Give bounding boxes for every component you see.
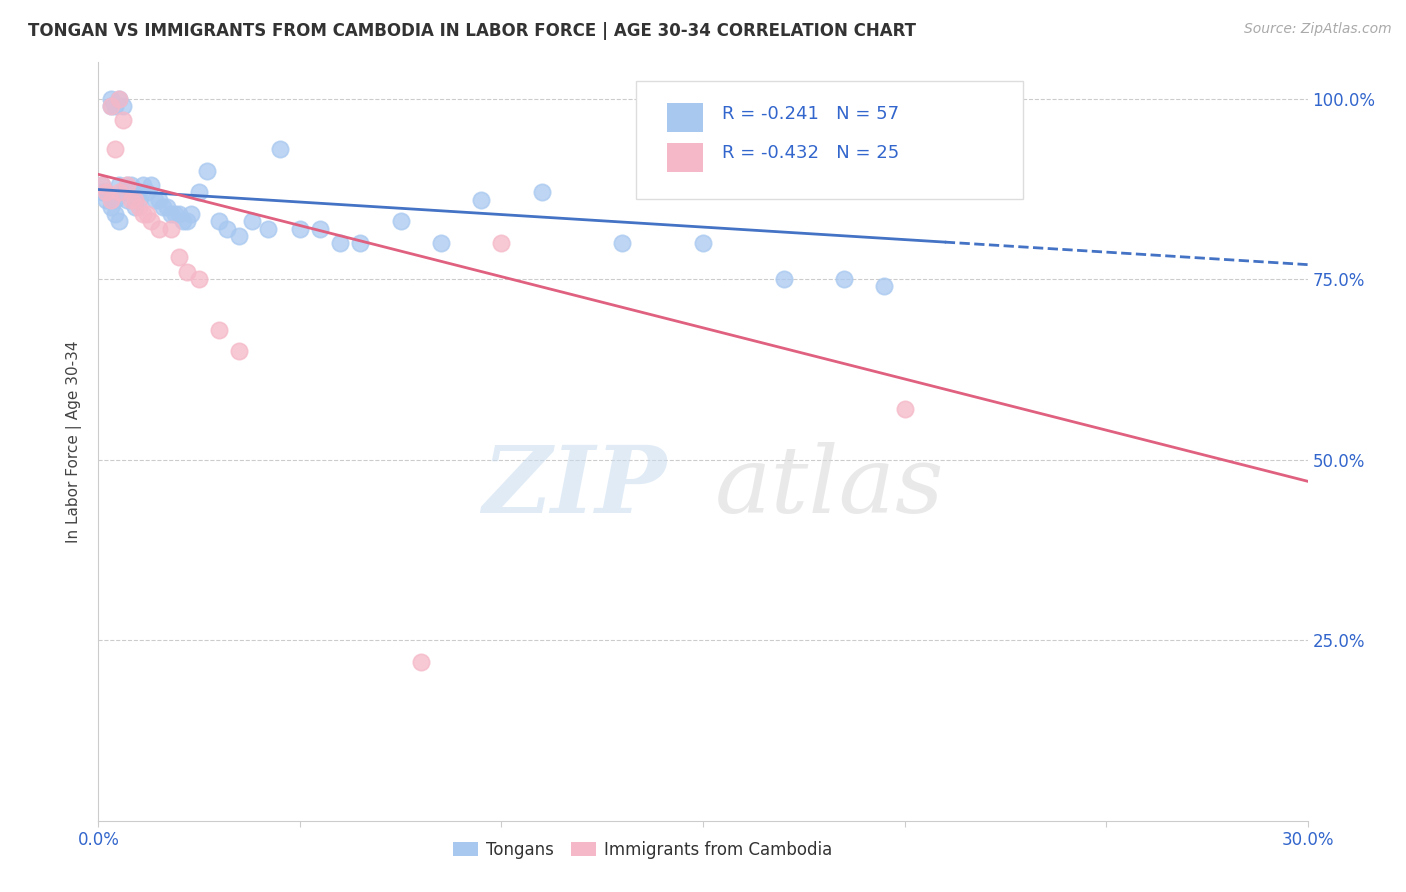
Point [470, 193, 492, 207]
Point [772, 272, 794, 286]
Point [163, 207, 186, 221]
Point [208, 214, 231, 228]
Point [692, 235, 714, 250]
Point [349, 235, 371, 250]
Point [111, 113, 134, 128]
Point [176, 214, 198, 228]
Point [491, 235, 513, 250]
Point [120, 186, 142, 200]
Point [100, 193, 122, 207]
Point [612, 235, 634, 250]
Point [430, 235, 453, 250]
Point [91, 186, 114, 200]
Point [120, 178, 142, 193]
Point [115, 178, 138, 193]
Point [103, 142, 125, 156]
Point [530, 186, 553, 200]
Point [180, 207, 202, 221]
Point [132, 207, 155, 221]
Point [115, 178, 138, 193]
Point [132, 178, 155, 193]
Point [124, 193, 146, 207]
Point [167, 207, 190, 221]
Point [256, 221, 278, 235]
Point [832, 272, 855, 286]
Point [152, 200, 174, 214]
Text: R = -0.241   N = 57: R = -0.241 N = 57 [721, 105, 898, 123]
Point [128, 193, 150, 207]
Text: TONGAN VS IMMIGRANTS FROM CAMBODIA IN LABOR FORCE | AGE 30-34 CORRELATION CHART: TONGAN VS IMMIGRANTS FROM CAMBODIA IN LA… [28, 22, 917, 40]
Point [228, 344, 250, 359]
Point [409, 655, 432, 669]
Point [156, 200, 179, 214]
Point [188, 186, 211, 200]
Point [160, 207, 183, 221]
Y-axis label: In Labor Force | Age 30-34: In Labor Force | Age 30-34 [66, 340, 83, 543]
Point [115, 193, 138, 207]
Point [107, 91, 129, 105]
Point [148, 193, 170, 207]
Text: R = -0.432   N = 25: R = -0.432 N = 25 [721, 145, 898, 162]
Point [124, 193, 146, 207]
Point [309, 221, 332, 235]
Point [107, 91, 129, 105]
Point [167, 251, 190, 265]
Point [139, 214, 162, 228]
Legend: Tongans, Immigrants from Cambodia: Tongans, Immigrants from Cambodia [446, 834, 839, 865]
Point [188, 272, 211, 286]
Point [128, 186, 150, 200]
Text: atlas: atlas [716, 442, 945, 532]
Point [873, 279, 896, 293]
Text: Source: ZipAtlas.com: Source: ZipAtlas.com [1244, 22, 1392, 37]
Point [269, 142, 291, 156]
Point [120, 193, 142, 207]
Point [103, 193, 125, 207]
Point [100, 91, 122, 105]
Point [160, 221, 183, 235]
Point [107, 214, 129, 228]
Point [228, 228, 250, 243]
Point [329, 235, 352, 250]
Point [143, 193, 166, 207]
Point [107, 178, 129, 193]
Point [240, 214, 263, 228]
Point [124, 200, 146, 214]
Point [148, 221, 170, 235]
Point [91, 178, 114, 193]
FancyBboxPatch shape [666, 103, 703, 132]
Point [135, 186, 157, 200]
Point [172, 214, 194, 228]
Point [389, 214, 412, 228]
Point [139, 178, 162, 193]
Point [96, 186, 118, 200]
FancyBboxPatch shape [637, 81, 1024, 199]
Point [128, 200, 150, 214]
Point [91, 178, 114, 193]
Point [100, 99, 122, 113]
Point [96, 186, 118, 200]
Point [111, 186, 134, 200]
Point [103, 207, 125, 221]
Point [217, 221, 239, 235]
Point [103, 99, 125, 113]
Point [893, 402, 915, 417]
Text: ZIP: ZIP [482, 442, 666, 532]
Point [107, 186, 129, 200]
FancyBboxPatch shape [666, 143, 703, 171]
Point [195, 163, 218, 178]
Point [100, 99, 122, 113]
Point [96, 193, 118, 207]
Point [135, 207, 157, 221]
Point [208, 323, 231, 337]
Point [100, 200, 122, 214]
Point [288, 221, 311, 235]
Point [176, 265, 198, 279]
Point [111, 99, 134, 113]
